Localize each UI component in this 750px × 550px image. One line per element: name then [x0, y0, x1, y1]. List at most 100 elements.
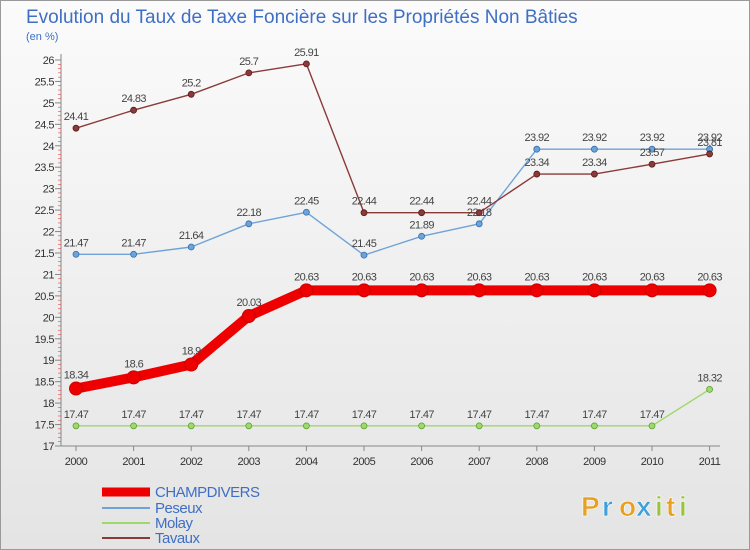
data-label: 17.47	[352, 409, 377, 421]
data-label: 23.34	[525, 157, 550, 169]
data-point	[587, 283, 602, 298]
data-label: 17.47	[582, 409, 607, 421]
data-point	[591, 145, 598, 153]
y-tick-label: 17	[43, 441, 55, 453]
data-label: 20.63	[467, 271, 492, 283]
data-label: 23.57	[640, 147, 665, 159]
data-label: 22.44	[352, 196, 377, 208]
data-point	[187, 90, 195, 98]
data-point	[418, 209, 426, 217]
data-point	[414, 283, 429, 298]
data-label: 20.63	[525, 271, 550, 283]
data-label: 21.47	[121, 237, 146, 249]
data-label: 17.47	[237, 409, 262, 421]
x-tick-label: 2011	[699, 456, 721, 468]
data-point	[130, 250, 138, 258]
x-tick-label: 2007	[468, 456, 491, 468]
data-point	[475, 209, 483, 217]
series-line	[75, 388, 711, 427]
data-label: 22.44	[467, 196, 492, 208]
data-point	[475, 422, 483, 430]
data-labels: 17.47 17.47 17.47 17.47 17.47 17.47 17.47 17.47…	[64, 47, 723, 421]
logo-letter: t	[666, 491, 676, 522]
data-label: 21.64	[179, 230, 204, 242]
data-label: 23.92	[640, 132, 665, 144]
y-tick-label: 23.5	[35, 162, 55, 174]
x-tick-label: 2002	[180, 456, 203, 468]
y-tick-label: 24.5	[35, 119, 55, 131]
data-point	[302, 208, 310, 216]
data-label: 22.18	[237, 207, 262, 219]
y-tick-label: 24	[43, 141, 55, 153]
data-point	[360, 422, 368, 430]
data-point	[360, 251, 368, 259]
y-tick-label: 25.5	[35, 76, 55, 88]
data-point	[706, 385, 713, 393]
data-point	[69, 381, 83, 396]
data-label: 23.92	[582, 132, 607, 144]
data-point	[241, 309, 256, 324]
data-label: 20.63	[640, 271, 665, 283]
data-label: 20.63	[352, 271, 377, 283]
chart-subtitle: (en %)	[26, 31, 58, 43]
data-label: 20.63	[697, 271, 722, 283]
data-label: 17.47	[121, 409, 146, 421]
y-tick-label: 18	[43, 398, 55, 410]
data-point	[130, 106, 138, 114]
legend-label: Peseux	[155, 500, 203, 517]
y-tick-label: 22	[43, 227, 55, 239]
data-point	[645, 283, 659, 298]
series-line	[75, 63, 711, 214]
data-point	[245, 220, 253, 228]
data-point	[475, 220, 483, 228]
data-label: 17.47	[640, 409, 665, 421]
x-tick-label: 2001	[122, 456, 145, 468]
axes: 17 17.5 18 18.5 19 19.5 20 20.5 21 21.5 22 22.5 23 23…	[35, 54, 721, 468]
series-champdivers	[69, 283, 717, 396]
data-point	[648, 145, 656, 153]
data-point	[533, 422, 541, 430]
y-tick-label: 20	[43, 312, 55, 324]
series-line	[75, 148, 711, 256]
data-point	[245, 69, 253, 77]
y-tick-label: 19	[43, 355, 55, 367]
data-point	[126, 370, 141, 385]
y-tick-label: 18.5	[35, 377, 55, 389]
data-label: 22.18	[467, 207, 492, 219]
y-tick-label: 26	[43, 55, 55, 67]
data-point	[72, 422, 80, 430]
data-label: 23.81	[697, 137, 722, 149]
data-label: 17.47	[64, 409, 89, 421]
x-tick-label: 2009	[583, 456, 606, 468]
logo-letter: r	[602, 491, 614, 522]
x-tick-label: 2008	[526, 456, 549, 468]
data-label: 25.2	[182, 77, 201, 89]
legend-label: CHAMPDIVERS	[155, 484, 260, 501]
data-point	[706, 150, 713, 158]
data-point	[591, 170, 598, 178]
y-tick-label: 17.5	[35, 420, 55, 432]
data-point	[187, 422, 195, 430]
x-tick-label: 2004	[295, 456, 318, 468]
series-peseux	[72, 145, 713, 259]
data-point	[648, 422, 656, 430]
data-label: 17.47	[409, 409, 434, 421]
data-point	[245, 422, 253, 430]
logo-letter: o	[619, 491, 637, 522]
data-point	[418, 422, 426, 430]
data-label: 18.32	[697, 372, 722, 384]
data-label: 17.47	[294, 409, 319, 421]
data-point	[418, 232, 426, 240]
data-point	[472, 283, 487, 298]
data-label: 25.7	[239, 56, 258, 68]
logo-letter: P	[581, 491, 601, 522]
data-label: 20.63	[582, 271, 607, 283]
y-tick-label: 19.5	[35, 334, 55, 346]
x-tick-label: 2000	[65, 456, 88, 468]
data-label: 21.45	[352, 238, 377, 250]
data-label: 22.44	[409, 196, 434, 208]
